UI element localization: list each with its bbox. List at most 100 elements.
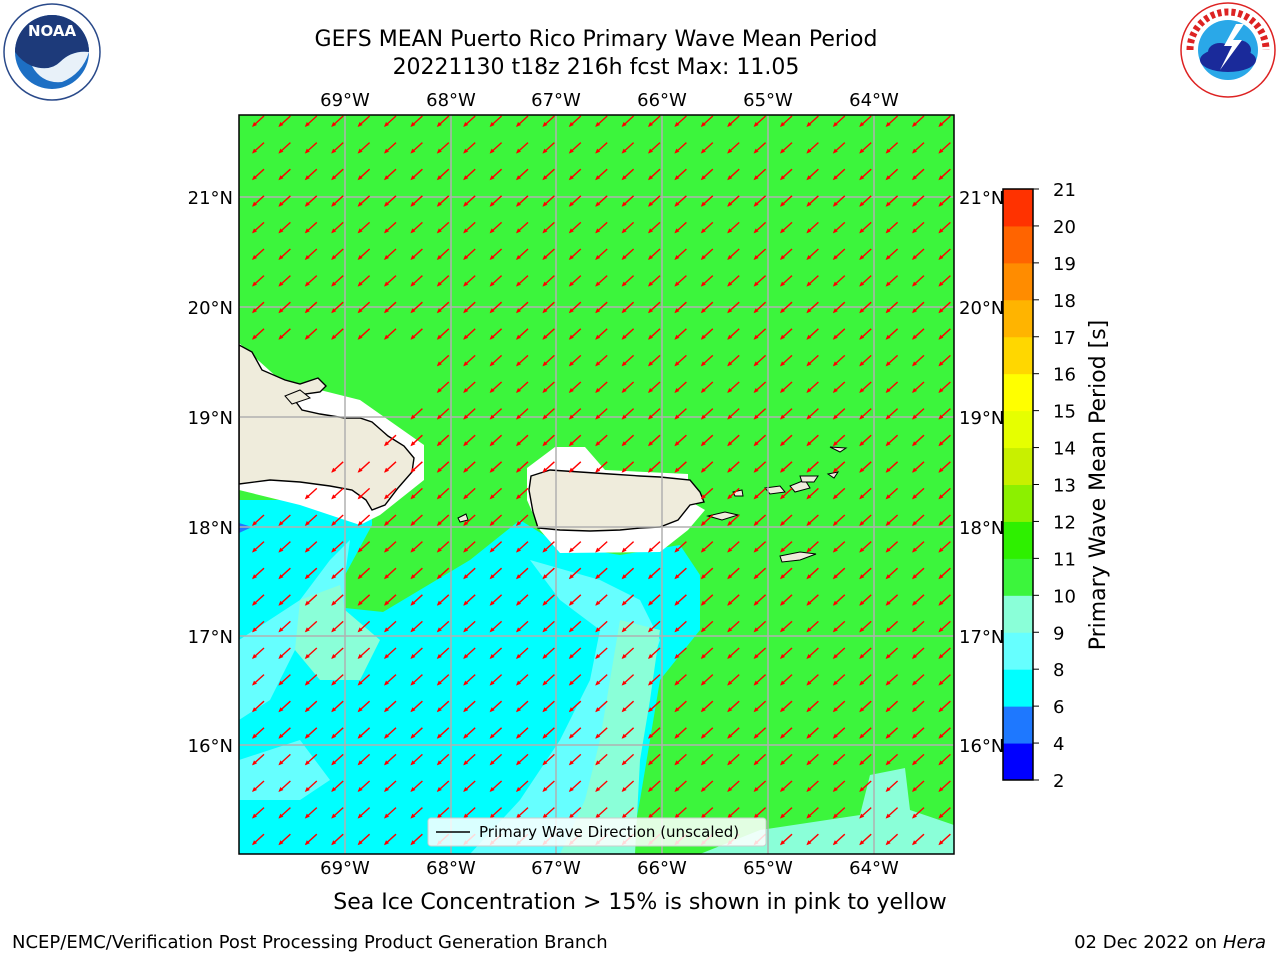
wave-arrow bbox=[331, 567, 344, 580]
wave-arrow bbox=[753, 275, 767, 287]
wave-arrow bbox=[806, 381, 819, 393]
wave-arrow bbox=[436, 541, 450, 553]
wave-arrow bbox=[912, 275, 925, 287]
wave-arrow bbox=[648, 248, 661, 260]
wave-arrow bbox=[357, 620, 371, 633]
wave-arrow bbox=[912, 753, 925, 766]
wave-arrow bbox=[938, 727, 951, 739]
wave-arrow bbox=[648, 541, 661, 553]
wave-arrow bbox=[648, 780, 661, 792]
wave-arrow bbox=[436, 408, 450, 420]
wave-arrow bbox=[516, 727, 529, 739]
wave-arrow bbox=[700, 674, 714, 686]
wave-arrow bbox=[436, 674, 450, 686]
wave-arrow bbox=[595, 381, 608, 393]
wave-arrow bbox=[436, 594, 450, 606]
wave-arrow bbox=[832, 753, 846, 766]
wave-arrow bbox=[568, 727, 582, 739]
wave-arrow bbox=[463, 674, 476, 686]
wave-arrow bbox=[674, 354, 687, 367]
wave-arrow bbox=[357, 514, 371, 526]
wave-arrow bbox=[278, 753, 291, 766]
wave-arrow bbox=[278, 833, 291, 846]
wave-arrow bbox=[489, 115, 503, 127]
wave-arrow bbox=[304, 221, 318, 234]
wave-arrow bbox=[938, 301, 951, 314]
lat-label-left: 21°N bbox=[188, 188, 233, 209]
wave-arrow bbox=[410, 115, 423, 127]
wave-arrow bbox=[384, 248, 397, 260]
wave-arrow bbox=[436, 328, 450, 340]
wave-arrow bbox=[516, 142, 529, 154]
wave-arrow bbox=[436, 301, 450, 314]
wave-arrow bbox=[938, 674, 951, 686]
wave-arrow bbox=[832, 328, 846, 340]
wave-arrow bbox=[304, 301, 318, 314]
wave-arrow bbox=[489, 541, 503, 553]
wave-arrow bbox=[489, 408, 503, 420]
wave-arrow bbox=[410, 647, 423, 659]
wave-arrow bbox=[621, 674, 635, 686]
colorbar-tick-label: 16 bbox=[1053, 365, 1076, 386]
wave-arrow bbox=[780, 434, 793, 447]
wave-arrow bbox=[674, 461, 687, 473]
wave-arrow bbox=[489, 647, 503, 659]
wave-arrow bbox=[938, 168, 951, 181]
wave-arrow bbox=[489, 700, 503, 713]
wave-arrow bbox=[700, 221, 714, 234]
wave-arrow bbox=[832, 674, 846, 686]
wave-arrow bbox=[304, 142, 318, 154]
lon-label-top: 69°W bbox=[320, 90, 370, 111]
wave-arrow bbox=[436, 195, 450, 207]
wave-arrow bbox=[806, 115, 819, 127]
wave-arrow bbox=[278, 567, 291, 580]
wave-arrow bbox=[938, 408, 951, 420]
wave-arrow bbox=[806, 674, 819, 686]
wave-arrow bbox=[410, 221, 423, 234]
wave-arrow bbox=[463, 647, 476, 659]
wave-arrow bbox=[621, 567, 635, 580]
wave-arrow bbox=[278, 221, 291, 234]
wave-arrow bbox=[595, 168, 608, 181]
wave-arrow bbox=[753, 753, 767, 766]
wave-arrow bbox=[674, 434, 687, 447]
wave-arrow bbox=[252, 727, 265, 739]
wave-arrow bbox=[912, 620, 925, 633]
colorbar-segment bbox=[1003, 484, 1033, 522]
wave-arrow bbox=[938, 514, 951, 526]
wave-arrow bbox=[331, 647, 344, 659]
wave-arrow bbox=[568, 408, 582, 420]
wave-arrow bbox=[700, 514, 714, 526]
wave-arrow bbox=[304, 567, 318, 580]
colorbar-tick-label: 13 bbox=[1053, 476, 1076, 497]
wave-arrow bbox=[753, 381, 767, 393]
wave-arrow bbox=[516, 780, 529, 792]
wave-arrow bbox=[832, 168, 846, 181]
wave-arrow bbox=[621, 248, 635, 260]
wave-arrow bbox=[304, 594, 318, 606]
wave-arrow bbox=[727, 647, 740, 659]
wave-arrow bbox=[621, 727, 635, 739]
wave-arrow bbox=[885, 461, 899, 473]
wave-arrow bbox=[674, 381, 687, 393]
colorbar-tick-label: 10 bbox=[1053, 586, 1076, 607]
wave-arrow bbox=[859, 115, 872, 127]
wave-arrow bbox=[516, 700, 529, 713]
wave-arrow bbox=[304, 328, 318, 340]
wave-arrow bbox=[252, 700, 265, 713]
wave-arrow bbox=[595, 248, 608, 260]
wave-arrow bbox=[304, 700, 318, 713]
wave-arrow bbox=[727, 487, 740, 500]
wave-arrow bbox=[648, 275, 661, 287]
chart-subtitle: 20221130 t18z 216h fcst Max: 11.05 bbox=[392, 55, 800, 80]
wave-arrow bbox=[806, 328, 819, 340]
wave-arrow bbox=[410, 408, 423, 420]
wave-arrow bbox=[700, 807, 714, 819]
wave-arrow bbox=[938, 700, 951, 713]
wave-arrow bbox=[252, 807, 265, 819]
wave-arrow bbox=[832, 461, 846, 473]
wave-arrow bbox=[489, 594, 503, 606]
wave-arrow bbox=[859, 780, 872, 792]
wave-arrow bbox=[806, 275, 819, 287]
wave-arrow bbox=[753, 168, 767, 181]
